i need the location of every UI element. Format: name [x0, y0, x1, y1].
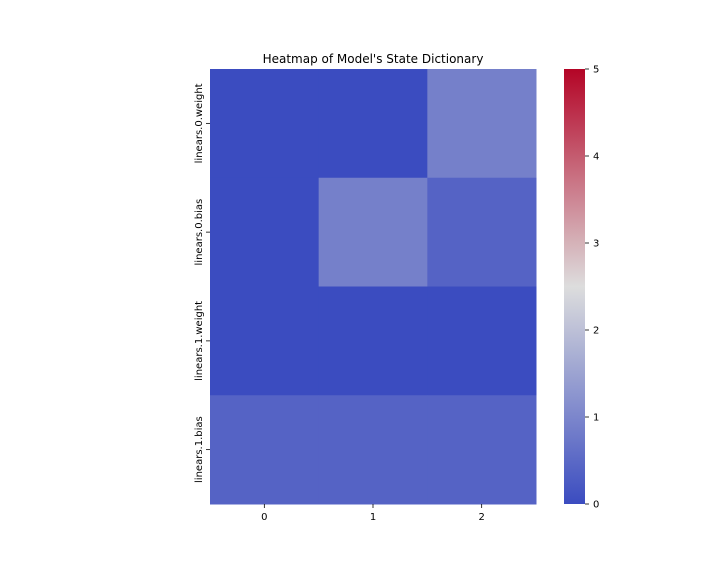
heatmap-cell [210, 69, 320, 179]
heatmap-cell [318, 395, 428, 505]
heatmap-cell [318, 69, 428, 179]
heatmap-cell [427, 395, 537, 505]
y-tick-label: linears.0.weight [194, 83, 205, 163]
x-tick-label: 1 [370, 512, 376, 523]
chart-title: Heatmap of Model's State Dictionary [263, 52, 484, 66]
x-tick-label: 2 [478, 512, 484, 523]
colorbar-tick-label: 0 [593, 500, 599, 511]
x-tick-label: 0 [261, 512, 267, 523]
heatmap-cell [427, 286, 537, 396]
colorbar-tick-label: 4 [593, 152, 599, 163]
colorbar-tick-label: 2 [593, 326, 599, 337]
heatmap-cell [427, 177, 537, 287]
heatmap-cell [318, 286, 428, 396]
heatmap-cells [210, 69, 537, 505]
y-tick-label: linears.1.bias [194, 416, 205, 483]
colorbar-tick-label: 3 [593, 239, 599, 250]
heatmap-cell [318, 177, 428, 287]
colorbar [564, 69, 585, 504]
x-axis-ticks: 0 1 2 [261, 504, 485, 523]
y-axis-ticks: linears.0.weight linears.0.bias linears.1.… [194, 83, 210, 483]
heatmap-cell [210, 395, 320, 505]
colorbar-tick-label: 5 [593, 65, 599, 76]
heatmap-cell [210, 177, 320, 287]
heatmap-cell [427, 69, 537, 179]
colorbar-tick-label: 1 [593, 413, 599, 424]
y-tick-label: linears.1.weight [194, 301, 205, 381]
heatmap-cell [210, 286, 320, 396]
colorbar-ticks: 0 1 2 3 4 5 [585, 65, 599, 511]
y-tick-label: linears.0.bias [194, 199, 205, 266]
